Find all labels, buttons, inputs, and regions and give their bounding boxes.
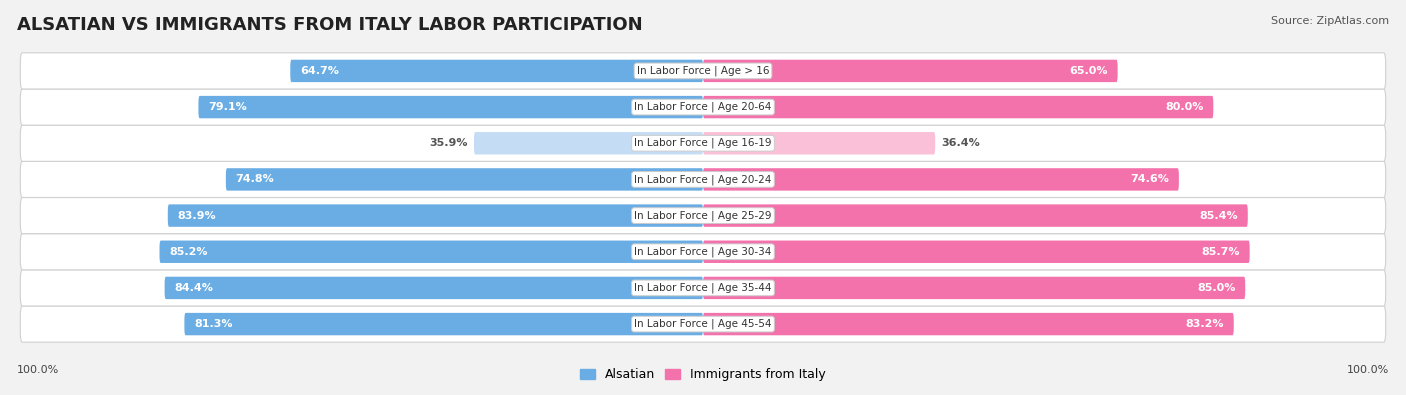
FancyBboxPatch shape (703, 132, 935, 154)
FancyBboxPatch shape (20, 161, 1386, 198)
Text: 100.0%: 100.0% (17, 365, 59, 375)
FancyBboxPatch shape (703, 277, 1246, 299)
Text: 81.3%: 81.3% (194, 319, 232, 329)
FancyBboxPatch shape (20, 270, 1386, 306)
Text: 100.0%: 100.0% (1347, 365, 1389, 375)
Text: 83.2%: 83.2% (1185, 319, 1225, 329)
Text: 85.4%: 85.4% (1199, 211, 1239, 220)
FancyBboxPatch shape (20, 89, 1386, 125)
Text: 36.4%: 36.4% (942, 138, 980, 148)
FancyBboxPatch shape (703, 313, 1233, 335)
Text: 80.0%: 80.0% (1166, 102, 1204, 112)
Text: In Labor Force | Age 20-64: In Labor Force | Age 20-64 (634, 102, 772, 112)
Text: 79.1%: 79.1% (208, 102, 246, 112)
Text: In Labor Force | Age 20-24: In Labor Force | Age 20-24 (634, 174, 772, 185)
FancyBboxPatch shape (703, 241, 1250, 263)
FancyBboxPatch shape (703, 60, 1118, 82)
Text: 65.0%: 65.0% (1070, 66, 1108, 76)
Text: ALSATIAN VS IMMIGRANTS FROM ITALY LABOR PARTICIPATION: ALSATIAN VS IMMIGRANTS FROM ITALY LABOR … (17, 16, 643, 34)
Text: In Labor Force | Age 25-29: In Labor Force | Age 25-29 (634, 210, 772, 221)
Text: In Labor Force | Age > 16: In Labor Force | Age > 16 (637, 66, 769, 76)
Text: In Labor Force | Age 35-44: In Labor Force | Age 35-44 (634, 283, 772, 293)
Text: In Labor Force | Age 45-54: In Labor Force | Age 45-54 (634, 319, 772, 329)
FancyBboxPatch shape (20, 198, 1386, 234)
FancyBboxPatch shape (20, 306, 1386, 342)
Text: 74.8%: 74.8% (235, 175, 274, 184)
Text: 85.2%: 85.2% (169, 247, 208, 257)
FancyBboxPatch shape (20, 125, 1386, 161)
FancyBboxPatch shape (198, 96, 703, 118)
FancyBboxPatch shape (290, 60, 703, 82)
Text: 84.4%: 84.4% (174, 283, 214, 293)
Text: 83.9%: 83.9% (177, 211, 217, 220)
Text: In Labor Force | Age 30-34: In Labor Force | Age 30-34 (634, 246, 772, 257)
FancyBboxPatch shape (703, 168, 1178, 191)
Text: In Labor Force | Age 16-19: In Labor Force | Age 16-19 (634, 138, 772, 149)
Text: 74.6%: 74.6% (1130, 175, 1170, 184)
Legend: Alsatian, Immigrants from Italy: Alsatian, Immigrants from Italy (575, 363, 831, 386)
FancyBboxPatch shape (167, 204, 703, 227)
FancyBboxPatch shape (20, 53, 1386, 89)
Text: 85.0%: 85.0% (1198, 283, 1236, 293)
Text: 85.7%: 85.7% (1202, 247, 1240, 257)
Text: Source: ZipAtlas.com: Source: ZipAtlas.com (1271, 16, 1389, 26)
FancyBboxPatch shape (184, 313, 703, 335)
FancyBboxPatch shape (226, 168, 703, 191)
Text: 35.9%: 35.9% (429, 138, 468, 148)
FancyBboxPatch shape (474, 132, 703, 154)
FancyBboxPatch shape (20, 234, 1386, 270)
FancyBboxPatch shape (159, 241, 703, 263)
FancyBboxPatch shape (703, 96, 1213, 118)
Text: 64.7%: 64.7% (299, 66, 339, 76)
FancyBboxPatch shape (703, 204, 1247, 227)
FancyBboxPatch shape (165, 277, 703, 299)
